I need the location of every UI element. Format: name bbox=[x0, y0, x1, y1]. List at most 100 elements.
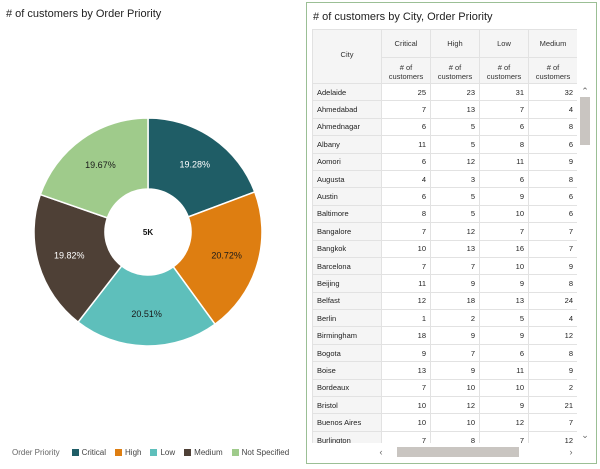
scroll-up-icon[interactable]: ⌃ bbox=[581, 86, 589, 96]
legend-item[interactable]: Critical bbox=[71, 448, 106, 457]
value-cell: 10 bbox=[479, 256, 529, 276]
city-cell: Belfast bbox=[312, 291, 382, 311]
value-cell: 12 bbox=[381, 291, 431, 311]
value-cell: 7 bbox=[381, 430, 431, 443]
city-cell: Birmingham bbox=[312, 326, 382, 345]
city-cell: Burlington bbox=[312, 430, 382, 443]
city-cell: Albany bbox=[312, 135, 382, 154]
table-row: Belfast 12 18 13 24 bbox=[312, 291, 577, 311]
table-row: Bristol 10 12 9 21 bbox=[312, 396, 577, 415]
value-cell: 7 bbox=[479, 222, 529, 241]
value-cell: 12 bbox=[430, 222, 480, 241]
legend-label: Not Specified bbox=[241, 448, 290, 457]
column-header-medium[interactable]: Medium bbox=[528, 29, 577, 58]
value-cell: 6 bbox=[479, 117, 529, 137]
legend-item[interactable]: Medium bbox=[184, 448, 223, 457]
value-cell: 10 bbox=[381, 239, 431, 258]
legend-swatch bbox=[71, 449, 79, 456]
table-row: Berlin 1 2 5 4 bbox=[312, 309, 577, 328]
value-cell: 13 bbox=[430, 100, 480, 119]
city-cell: Beijing bbox=[312, 274, 382, 293]
donut-slice[interactable] bbox=[147, 117, 256, 218]
column-header-low[interactable]: Low bbox=[479, 29, 529, 58]
city-cell: Ahmednagar bbox=[312, 117, 382, 137]
legend-label: Medium bbox=[194, 448, 223, 457]
table-row: Boise 13 9 11 9 bbox=[312, 361, 577, 380]
value-cell: 24 bbox=[528, 291, 577, 311]
legend-item[interactable]: Low bbox=[150, 448, 175, 457]
scroll-down-icon[interactable]: ⌄ bbox=[581, 430, 589, 440]
scroll-right-icon[interactable]: › bbox=[569, 447, 573, 457]
city-cell: Ahmedabad bbox=[312, 100, 382, 119]
donut-slice[interactable] bbox=[172, 190, 263, 326]
city-column-header[interactable]: City bbox=[312, 29, 382, 84]
measure-header: # of customers bbox=[479, 57, 529, 84]
value-cell: 12 bbox=[528, 326, 577, 345]
city-cell: Boise bbox=[312, 361, 382, 380]
donut-slice[interactable] bbox=[33, 193, 123, 324]
value-cell: 9 bbox=[528, 256, 577, 276]
value-cell: 10 bbox=[479, 378, 529, 398]
value-cell: 7 bbox=[528, 413, 577, 432]
value-cell: 8 bbox=[430, 430, 480, 443]
horizontal-scrollbar[interactable]: ‹ › bbox=[375, 444, 577, 460]
value-cell: 5 bbox=[430, 187, 480, 206]
legend-swatch bbox=[184, 449, 192, 456]
table-row: Bogota 9 7 6 8 bbox=[312, 343, 577, 363]
pivot-table: City Critical High Low Medium # of custo… bbox=[312, 29, 577, 443]
table-row: Barcelona 7 7 10 9 bbox=[312, 256, 577, 276]
city-cell: Bristol bbox=[312, 396, 382, 415]
value-cell: 5 bbox=[430, 135, 480, 154]
table-row: Baltimore 8 5 10 6 bbox=[312, 204, 577, 224]
value-cell: 1 bbox=[381, 309, 431, 328]
table-row: Bangkok 10 13 16 7 bbox=[312, 239, 577, 258]
table-viewport[interactable]: City Critical High Low Medium # of custo… bbox=[312, 29, 577, 443]
value-cell: 18 bbox=[430, 291, 480, 311]
value-cell: 9 bbox=[479, 396, 529, 415]
value-cell: 12 bbox=[430, 152, 480, 171]
value-cell: 10 bbox=[381, 396, 431, 415]
city-cell: Augusta bbox=[312, 169, 382, 189]
value-cell: 13 bbox=[430, 239, 480, 258]
value-cell: 11 bbox=[381, 274, 431, 293]
legend-item[interactable]: High bbox=[115, 448, 141, 457]
value-cell: 4 bbox=[528, 100, 577, 119]
table-row: Austin 6 5 9 6 bbox=[312, 187, 577, 206]
value-cell: 9 bbox=[528, 361, 577, 380]
table-row: Bordeaux 7 10 10 2 bbox=[312, 378, 577, 398]
table-row: Ahmedabad 7 13 7 4 bbox=[312, 100, 577, 119]
value-cell: 7 bbox=[528, 239, 577, 258]
value-cell: 7 bbox=[381, 256, 431, 276]
city-cell: Bangkok bbox=[312, 239, 382, 258]
city-cell: Adelaide bbox=[312, 82, 382, 102]
value-cell: 9 bbox=[430, 326, 480, 345]
value-cell: 6 bbox=[528, 187, 577, 206]
value-cell: 9 bbox=[479, 326, 529, 345]
left-chart-title: # of customers by Order Priority bbox=[6, 8, 162, 20]
legend-item[interactable]: Not Specified bbox=[231, 448, 290, 457]
column-header-high[interactable]: High bbox=[430, 29, 480, 58]
value-cell: 7 bbox=[528, 222, 577, 241]
table-row: Buenos Aires 10 10 12 7 bbox=[312, 413, 577, 432]
value-cell: 11 bbox=[381, 135, 431, 154]
table-row: Beijing 11 9 9 8 bbox=[312, 274, 577, 293]
value-cell: 7 bbox=[381, 222, 431, 241]
value-cell: 7 bbox=[430, 343, 480, 363]
vertical-scroll-thumb[interactable] bbox=[580, 97, 590, 145]
city-cell: Buenos Aires bbox=[312, 413, 382, 432]
value-cell: 6 bbox=[381, 187, 431, 206]
legend-label: Low bbox=[160, 448, 176, 457]
column-header-critical[interactable]: Critical bbox=[381, 29, 431, 58]
scroll-left-icon[interactable]: ‹ bbox=[379, 447, 383, 457]
city-cell: Bangalore bbox=[312, 222, 382, 241]
horizontal-scroll-thumb[interactable] bbox=[397, 447, 519, 457]
donut-slice[interactable] bbox=[77, 264, 217, 347]
value-cell: 18 bbox=[381, 326, 431, 345]
city-cell: Bogota bbox=[312, 343, 382, 363]
donut-slice[interactable] bbox=[39, 117, 149, 219]
vertical-scrollbar[interactable]: ⌃ ⌄ bbox=[577, 83, 593, 443]
value-cell: 21 bbox=[528, 396, 577, 415]
table-row: Bangalore 7 12 7 7 bbox=[312, 222, 577, 241]
value-cell: 2 bbox=[528, 378, 577, 398]
value-cell: 7 bbox=[430, 256, 480, 276]
